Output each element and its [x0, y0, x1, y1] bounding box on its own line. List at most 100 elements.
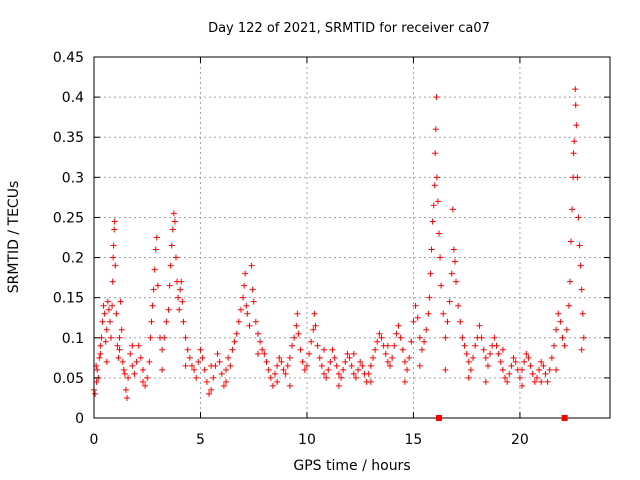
data-point: [119, 358, 126, 365]
data-point: [133, 358, 140, 365]
data-point: [249, 286, 256, 293]
data-point: [329, 346, 336, 353]
data-point: [476, 322, 483, 329]
data-point: [210, 374, 217, 381]
data-point: [154, 282, 161, 289]
data-point: [536, 366, 543, 373]
data-point: [472, 342, 479, 349]
data-point: [448, 270, 455, 277]
data-point: [178, 278, 185, 285]
data-point: [104, 298, 111, 305]
data-point: [344, 350, 351, 357]
data-point: [572, 86, 579, 93]
data-point: [433, 174, 440, 181]
data-point: [240, 294, 247, 301]
data-point: [559, 334, 566, 341]
data-point: [248, 262, 255, 269]
data-point: [387, 362, 394, 369]
data-point: [186, 354, 193, 361]
data-point: [129, 342, 136, 349]
data-point: [111, 218, 118, 225]
data-point: [124, 394, 131, 401]
data-point: [182, 334, 189, 341]
data-point: [265, 366, 272, 373]
data-point: [404, 366, 411, 373]
data-point: [453, 278, 460, 285]
data-point: [314, 342, 321, 349]
data-point: [408, 338, 415, 345]
data-point: [572, 102, 579, 109]
data-point: [312, 322, 319, 329]
data-point: [109, 302, 116, 309]
data-point: [438, 282, 445, 289]
data-point: [223, 378, 230, 385]
data-point: [575, 214, 582, 221]
data-point: [350, 350, 357, 357]
data-point: [467, 366, 474, 373]
data-points: [91, 86, 587, 401]
data-point: [565, 302, 572, 309]
data-point: [197, 346, 204, 353]
data-point: [177, 286, 184, 293]
data-point: [580, 334, 587, 341]
data-point: [167, 262, 174, 269]
data-point: [214, 350, 221, 357]
data-point: [461, 342, 468, 349]
data-point: [103, 326, 110, 333]
data-point: [555, 310, 562, 317]
data-point: [429, 218, 436, 225]
data-point: [578, 286, 585, 293]
data-point: [421, 338, 428, 345]
data-point: [97, 350, 104, 357]
data-point: [338, 374, 345, 381]
data-point: [365, 370, 372, 377]
data-point: [117, 298, 124, 305]
data-point: [274, 378, 281, 385]
data-point: [342, 358, 349, 365]
data-point: [122, 386, 129, 393]
data-point: [431, 182, 438, 189]
x-tick-label: 20: [511, 432, 529, 448]
data-point: [463, 350, 470, 357]
x-tick-label: 0: [90, 432, 99, 448]
data-point: [382, 350, 389, 357]
y-tick-label: 0.15: [53, 291, 84, 307]
data-point: [527, 362, 534, 369]
data-point: [191, 366, 198, 373]
data-point: [201, 366, 208, 373]
data-point: [577, 262, 584, 269]
data-point: [254, 350, 261, 357]
data-point: [216, 358, 223, 365]
data-point: [401, 378, 408, 385]
data-point: [159, 346, 166, 353]
data-point: [318, 362, 325, 369]
data-point: [352, 374, 359, 381]
data-point: [372, 346, 379, 353]
data-point: [369, 354, 376, 361]
data-point: [568, 238, 575, 245]
data-point: [446, 298, 453, 305]
data-point: [152, 246, 159, 253]
data-point: [163, 318, 170, 325]
data-point: [563, 326, 570, 333]
data-point: [193, 374, 200, 381]
data-point: [254, 330, 261, 337]
data-point: [504, 378, 511, 385]
data-point: [434, 198, 441, 205]
data-point: [101, 310, 108, 317]
data-point: [311, 310, 318, 317]
data-point: [295, 330, 302, 337]
data-point: [110, 242, 117, 249]
data-point: [131, 370, 138, 377]
data-point: [257, 338, 264, 345]
data-point: [569, 206, 576, 213]
data-point: [531, 378, 538, 385]
data-point: [502, 374, 509, 381]
data-point: [389, 354, 396, 361]
data-point: [129, 362, 136, 369]
data-point: [449, 206, 456, 213]
data-point: [308, 338, 315, 345]
data-point: [231, 338, 238, 345]
data-point: [323, 374, 330, 381]
data-point: [397, 334, 404, 341]
